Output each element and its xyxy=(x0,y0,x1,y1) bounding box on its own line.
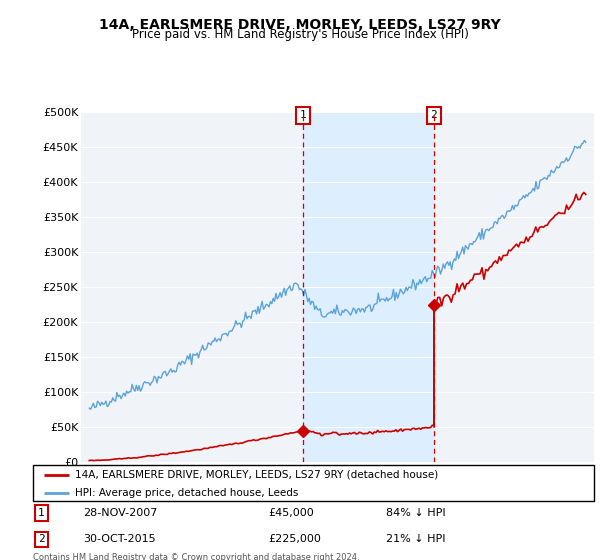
Text: 14A, EARLSMERE DRIVE, MORLEY, LEEDS, LS27 9RY: 14A, EARLSMERE DRIVE, MORLEY, LEEDS, LS2… xyxy=(99,18,501,32)
Text: 1: 1 xyxy=(38,508,45,518)
Bar xyxy=(303,112,434,462)
Text: 1: 1 xyxy=(300,110,307,120)
Text: 21% ↓ HPI: 21% ↓ HPI xyxy=(386,534,446,544)
Text: Contains HM Land Registry data © Crown copyright and database right 2024.
This d: Contains HM Land Registry data © Crown c… xyxy=(33,553,359,560)
Text: Price paid vs. HM Land Registry's House Price Index (HPI): Price paid vs. HM Land Registry's House … xyxy=(131,28,469,41)
Text: 2: 2 xyxy=(431,110,437,120)
Text: 28-NOV-2007: 28-NOV-2007 xyxy=(83,508,158,518)
Text: 30-OCT-2015: 30-OCT-2015 xyxy=(83,534,156,544)
Text: 84% ↓ HPI: 84% ↓ HPI xyxy=(386,508,446,518)
Text: 14A, EARLSMERE DRIVE, MORLEY, LEEDS, LS27 9RY (detached house): 14A, EARLSMERE DRIVE, MORLEY, LEEDS, LS2… xyxy=(75,470,439,480)
Text: 2: 2 xyxy=(38,534,45,544)
Text: £45,000: £45,000 xyxy=(269,508,314,518)
Text: £225,000: £225,000 xyxy=(269,534,322,544)
Text: HPI: Average price, detached house, Leeds: HPI: Average price, detached house, Leed… xyxy=(75,488,298,498)
